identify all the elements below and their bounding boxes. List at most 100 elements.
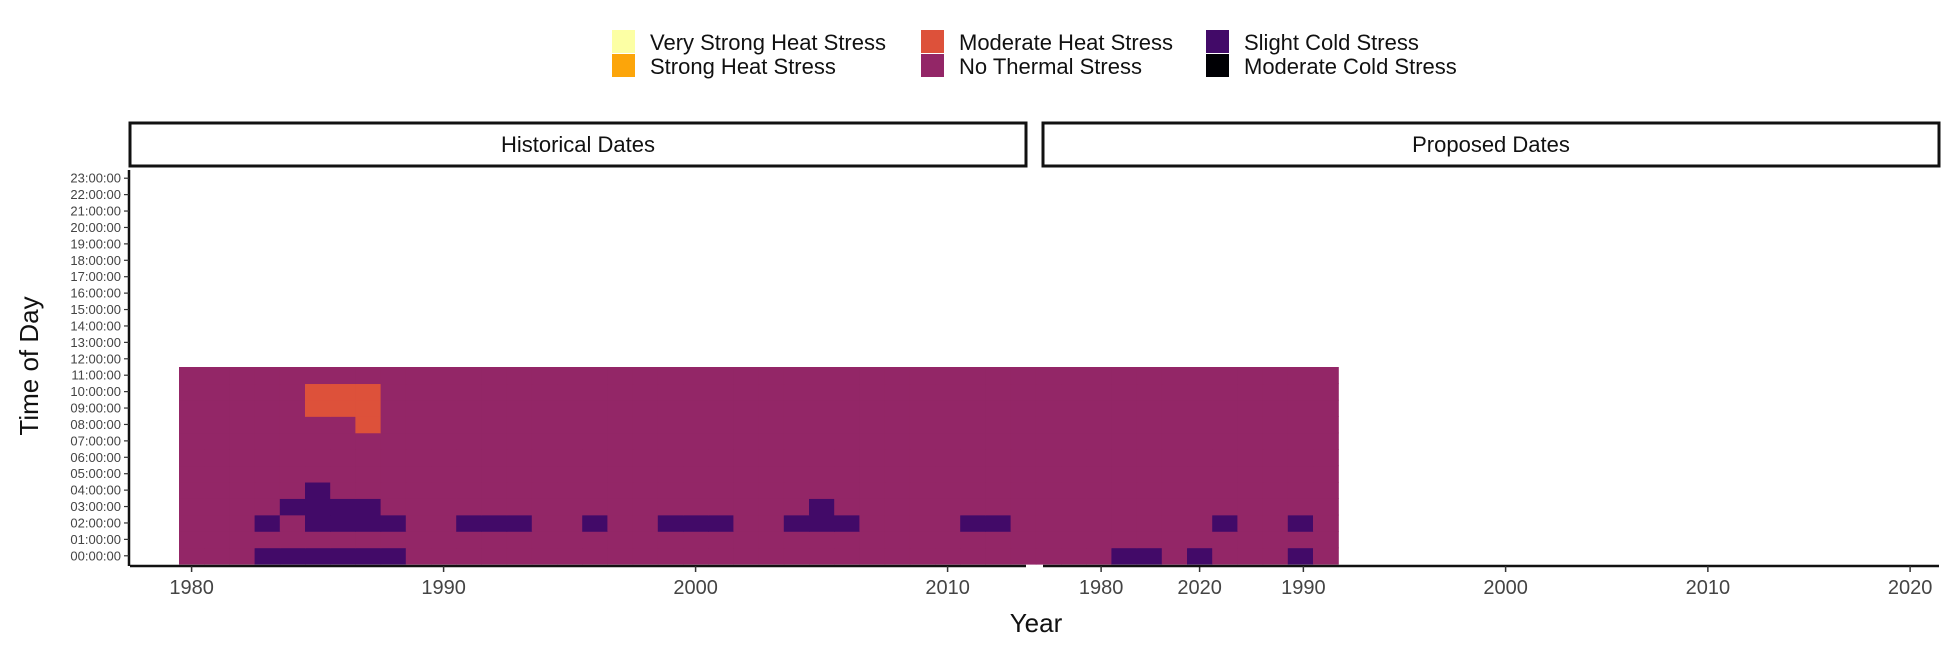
heatmap-cell — [179, 383, 205, 401]
heatmap-cell — [456, 465, 482, 483]
heatmap-cell — [1313, 481, 1339, 499]
heatmap-cell — [683, 383, 709, 401]
heatmap-cell — [431, 367, 457, 385]
heatmap-cell — [254, 514, 281, 532]
heatmap-cell — [431, 416, 457, 434]
heatmap-cell — [481, 465, 508, 483]
heatmap-cell — [1262, 498, 1289, 516]
heatmap-cell — [330, 498, 356, 516]
heatmap-cell — [179, 481, 205, 499]
heatmap-cell — [557, 498, 583, 516]
heatmap-cell — [1161, 465, 1188, 483]
heatmap-cell — [1262, 531, 1289, 549]
heatmap-cell — [733, 399, 760, 417]
heatmap-cell — [1136, 481, 1163, 499]
heatmap-cell — [1010, 432, 1037, 450]
heatmap-cell — [1035, 531, 1062, 549]
heatmap-cell — [909, 383, 936, 401]
heatmap-cell — [179, 498, 205, 516]
heatmap-cell — [1237, 465, 1264, 483]
heatmap-cell — [1086, 367, 1112, 385]
heatmap-cell — [557, 531, 583, 549]
heatmap-cell — [1262, 449, 1289, 467]
heatmap-cells — [179, 367, 1339, 565]
legend-swatch-v — [612, 30, 635, 53]
heatmap-cell — [783, 547, 810, 565]
heatmap-cell — [531, 465, 558, 483]
heatmap-cell — [456, 432, 482, 450]
heatmap-cell — [1111, 514, 1138, 532]
heatmap-cell — [884, 481, 911, 499]
heatmap-cell — [1111, 432, 1138, 450]
heatmap-cell — [405, 383, 432, 401]
heatmap-cell — [884, 547, 911, 565]
y-axis-title: Time of Day — [14, 296, 44, 435]
heatmap-cell — [884, 383, 911, 401]
heatmap-cell — [481, 498, 508, 516]
heatmap-cell — [1212, 449, 1238, 467]
heatmap-cell — [809, 547, 835, 565]
heatmap-cell — [279, 399, 306, 417]
heatmap-cell — [405, 399, 432, 417]
heatmap-cell — [481, 383, 508, 401]
heatmap-cell — [758, 498, 785, 516]
heatmap-cell — [305, 399, 331, 417]
y-tick-label: 09:00:00 — [70, 401, 121, 416]
heatmap-cell — [279, 531, 306, 549]
heatmap-cell — [582, 449, 608, 467]
heatmap-cell — [380, 449, 407, 467]
heatmap-cell — [733, 416, 760, 434]
heatmap-cell — [758, 547, 785, 565]
heatmap-cell — [1111, 416, 1138, 434]
heatmap-cell — [859, 514, 886, 532]
heatmap-cell — [1237, 498, 1264, 516]
heatmap-cell — [1010, 383, 1037, 401]
heatmap-cell — [330, 383, 356, 401]
heatmap-cell — [380, 498, 407, 516]
heatmap-cell — [1212, 481, 1238, 499]
heatmap-cell — [657, 449, 684, 467]
heatmap-cell — [254, 498, 281, 516]
heatmap-cell — [834, 367, 860, 385]
heatmap-cell — [909, 449, 936, 467]
heatmap-cell — [960, 367, 986, 385]
heatmap-cell — [834, 432, 860, 450]
heatmap-cell — [809, 383, 835, 401]
heatmap-cell — [708, 514, 734, 532]
heatmap-cell — [431, 383, 457, 401]
heatmap-cell — [380, 514, 407, 532]
heatmap-cell — [935, 416, 961, 434]
heatmap-cell — [229, 367, 256, 385]
heatmap-cell — [229, 416, 256, 434]
heatmap-cell — [456, 383, 482, 401]
x-tick-label: 2010 — [1686, 577, 1731, 599]
heatmap-cell — [733, 449, 760, 467]
heatmap-cell — [1287, 367, 1314, 385]
heatmap-cell — [1212, 531, 1238, 549]
heatmap-cell — [859, 498, 886, 516]
x-tick-label: 2010 — [925, 577, 970, 599]
heatmap-cell — [1237, 367, 1264, 385]
heatmap-cell — [834, 449, 860, 467]
heatmap-cell — [1061, 531, 1087, 549]
heatmap-cell — [1187, 416, 1213, 434]
heatmap-cell — [1035, 367, 1062, 385]
heatmap-cell — [1262, 432, 1289, 450]
heatmap-cell — [1212, 399, 1238, 417]
heatmap-cell — [909, 432, 936, 450]
legend-label-strong-heat-stress: Strong Heat Stress — [650, 54, 836, 79]
heatmap-cell — [305, 481, 331, 499]
x-tick-label: 2000 — [1483, 577, 1528, 599]
heatmap-cell — [859, 432, 886, 450]
heatmap-cell — [960, 432, 986, 450]
heatmap-cell — [683, 498, 709, 516]
panel-proposed-dates: Proposed Dates 1980 1990 2000 2010 2020 — [1041, 121, 1941, 599]
heatmap-cell — [1086, 383, 1112, 401]
y-tick-label: 03:00:00 — [70, 499, 121, 514]
heatmap-cell — [355, 416, 382, 434]
heatmap-cell — [1010, 449, 1037, 467]
heatmap-cell — [1212, 514, 1238, 532]
heatmap-cell — [859, 416, 886, 434]
heatmap-cell — [1262, 481, 1289, 499]
heatmap-cell — [1111, 547, 1138, 565]
